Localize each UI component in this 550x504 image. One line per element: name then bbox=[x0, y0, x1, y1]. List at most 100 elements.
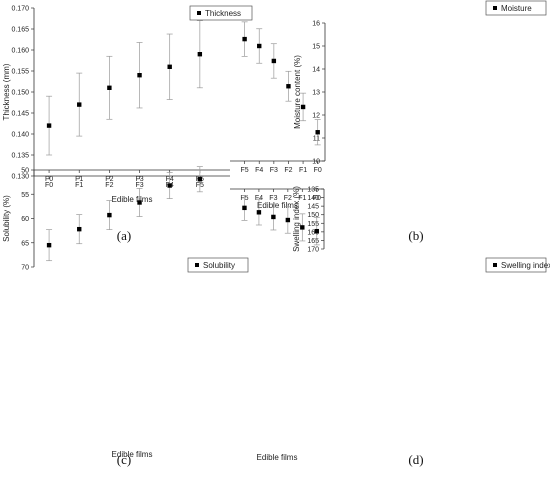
x-tick-label: F1 bbox=[299, 167, 307, 174]
y-tick-label: 160 bbox=[307, 229, 319, 236]
y-tick-label: 11 bbox=[313, 136, 320, 143]
y-tick-label: 155 bbox=[307, 221, 319, 228]
x-tick-label: F0 bbox=[45, 182, 53, 189]
y-tick-label: 0.155 bbox=[11, 69, 29, 76]
y-tick-label: 10 bbox=[312, 159, 320, 166]
x-axis-title: Edible films bbox=[257, 201, 298, 210]
x-tick-label: F1 bbox=[75, 182, 83, 189]
x-tick-label: F3 bbox=[135, 182, 143, 189]
y-tick-label: 13 bbox=[312, 90, 320, 97]
x-tick-label: F2 bbox=[105, 176, 113, 183]
x-tick-label: F0 bbox=[314, 167, 322, 174]
y-tick-label: 50 bbox=[21, 168, 29, 175]
chart-panel-2: 10 11 12 13 14 15 16 F0 F1 F2 F3 F4 F5 Edible films Mo… bbox=[230, 0, 547, 243]
legend: Thickness bbox=[189, 5, 253, 21]
data-point bbox=[197, 177, 203, 182]
x-tick-label: F1 bbox=[75, 176, 83, 183]
y-tick-label: 0.170 bbox=[11, 6, 29, 13]
x-tick-label: F2 bbox=[105, 182, 113, 189]
y-tick-label: 165 bbox=[307, 238, 319, 245]
panel-label: (b) bbox=[408, 228, 423, 243]
data-point bbox=[167, 183, 172, 188]
chart-panel-3: 5055606570F0F1F2F3F4F5Edible filmsSolubi… bbox=[2, 166, 249, 467]
x-axis-title: Edible films bbox=[257, 453, 298, 462]
data-point bbox=[197, 52, 203, 57]
y-tick-label: 70 bbox=[21, 265, 29, 272]
legend-marker bbox=[197, 11, 201, 15]
y-axis-title: Thickness (mm) bbox=[2, 63, 11, 120]
y-tick-label: 0.135 bbox=[11, 153, 29, 160]
legend: Moisture bbox=[485, 0, 547, 16]
data-point bbox=[46, 123, 52, 128]
data-point bbox=[286, 84, 291, 89]
y-axis-title: Swelling index (%) bbox=[292, 186, 301, 252]
data-point bbox=[137, 200, 142, 205]
data-point bbox=[107, 85, 112, 90]
legend-box bbox=[485, 0, 547, 16]
legend-label: Moisture bbox=[501, 4, 532, 13]
legend-label: Solubility bbox=[203, 261, 235, 270]
x-tick-label: F5 bbox=[241, 167, 249, 174]
data-point bbox=[137, 73, 142, 78]
data-point bbox=[271, 58, 277, 64]
x-tick-label: F3 bbox=[269, 195, 277, 202]
x-tick-label: F2 bbox=[284, 167, 292, 174]
x-tick-label: F0 bbox=[45, 176, 53, 183]
data-point bbox=[77, 226, 82, 232]
y-tick-label: 135 bbox=[307, 187, 319, 194]
y-tick-label: 14 bbox=[312, 67, 320, 74]
y-tick-label: 145 bbox=[307, 204, 319, 211]
data-point bbox=[271, 214, 276, 220]
x-tick-label: F1 bbox=[298, 195, 306, 202]
y-tick-label: 0.145 bbox=[11, 111, 29, 118]
data-point bbox=[167, 64, 172, 69]
chart-panel-4: 135140145150155160165170F0F1F2F3F4F5Edib… bbox=[230, 186, 550, 467]
legend: Swelling index bbox=[485, 257, 550, 273]
x-tick-label: F0 bbox=[313, 195, 321, 202]
y-tick-label: 0.160 bbox=[11, 48, 29, 55]
x-tick-label: F2 bbox=[284, 195, 292, 202]
y-tick-label: 0.130 bbox=[11, 174, 29, 181]
x-axis-title: Edible films bbox=[112, 195, 153, 204]
data-point bbox=[107, 212, 112, 218]
legend-box bbox=[187, 257, 249, 273]
data-point bbox=[300, 104, 306, 110]
data-point bbox=[285, 217, 291, 223]
x-axis-title: Edible films bbox=[112, 450, 153, 459]
panel-label: (c) bbox=[117, 452, 131, 467]
x-tick-label: F4 bbox=[255, 167, 263, 174]
y-tick-label: 150 bbox=[307, 212, 319, 219]
data-point bbox=[300, 225, 305, 230]
legend-label: Thickness bbox=[205, 9, 241, 18]
legend-marker bbox=[493, 263, 497, 267]
y-tick-label: 170 bbox=[307, 247, 319, 254]
data-point bbox=[315, 130, 320, 135]
legend-marker bbox=[195, 263, 199, 267]
y-tick-label: 65 bbox=[21, 240, 29, 247]
panel-label: (a) bbox=[117, 228, 131, 243]
y-tick-label: 16 bbox=[312, 21, 320, 28]
y-axis-title: Solubility (%) bbox=[2, 195, 11, 242]
y-tick-label: 0.150 bbox=[11, 90, 29, 97]
x-tick-label: F3 bbox=[135, 176, 143, 183]
data-point bbox=[46, 242, 52, 248]
y-tick-label: 140 bbox=[307, 195, 319, 202]
data-point bbox=[242, 36, 247, 42]
data-point bbox=[242, 205, 247, 211]
y-tick-label: 60 bbox=[21, 216, 29, 223]
x-tick-label: F4 bbox=[255, 195, 263, 202]
data-point bbox=[314, 228, 319, 234]
y-tick-label: 12 bbox=[312, 113, 320, 120]
panel-label: (d) bbox=[408, 452, 423, 467]
data-point bbox=[77, 102, 82, 107]
y-tick-label: 0.165 bbox=[11, 27, 29, 34]
data-point bbox=[256, 210, 262, 215]
y-tick-label: 15 bbox=[312, 44, 320, 51]
legend-box bbox=[189, 5, 253, 21]
data-point bbox=[257, 43, 262, 49]
legend-box bbox=[485, 257, 547, 273]
legend-label: Swelling index bbox=[501, 261, 550, 270]
y-tick-label: 55 bbox=[21, 192, 29, 199]
y-axis-title: Moisture content (%) bbox=[293, 55, 302, 129]
